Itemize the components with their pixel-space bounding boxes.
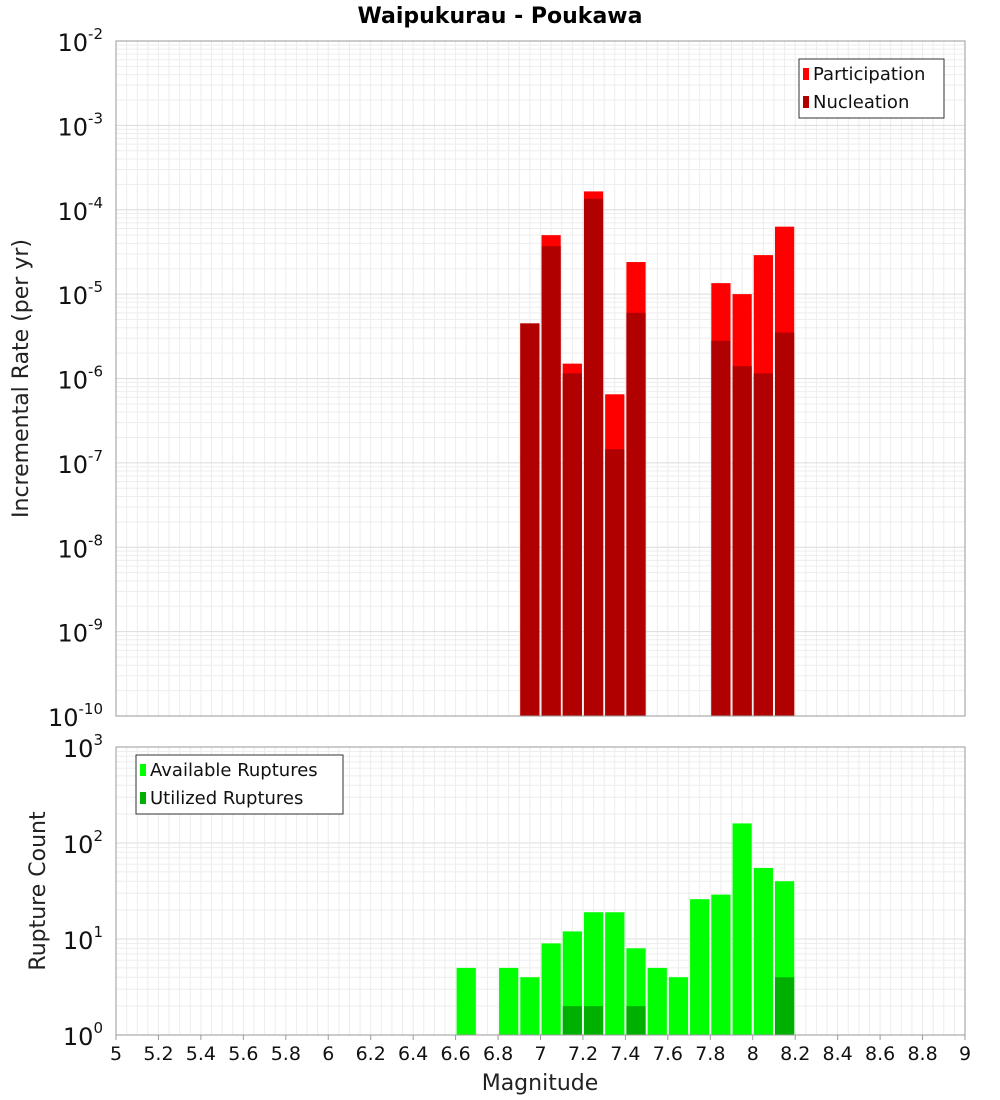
bar-nucleation [520, 323, 540, 716]
x-tick-label: 7.2 [568, 1043, 598, 1065]
x-tick-label: 6.8 [483, 1043, 513, 1065]
x-tick-label: 8.2 [780, 1043, 810, 1065]
legend-box [798, 58, 945, 119]
x-tick-label: 7.4 [610, 1043, 640, 1065]
y-tick-label: 10-8 [57, 531, 103, 563]
legend-label: Available Ruptures [150, 760, 318, 781]
y-tick-label: 10-9 [57, 616, 103, 648]
legend-swatch [803, 68, 809, 80]
bar-nucleation [541, 246, 561, 716]
bar-nucleation [774, 332, 795, 716]
legend-swatch [140, 792, 146, 804]
x-tick-label: 6 [322, 1043, 334, 1065]
y-tick-label: 10-10 [48, 700, 103, 732]
bar-nucleation [711, 340, 731, 716]
bar-available-ruptures [753, 867, 773, 1035]
bar-available-ruptures [647, 967, 667, 1035]
bar-available-ruptures [456, 967, 476, 1035]
bar-available-ruptures [690, 899, 710, 1035]
y-tick-label: 102 [63, 827, 103, 859]
bar-utilized-ruptures [626, 1006, 646, 1035]
bar-available-ruptures [711, 894, 731, 1035]
y-axis-label: Rupture Count [26, 811, 51, 971]
bar-utilized-ruptures [562, 1006, 582, 1035]
bar-nucleation [732, 366, 752, 716]
x-axis-label: Magnitude [482, 1071, 599, 1096]
x-tick-label: 9 [959, 1043, 971, 1065]
x-tick-label: 8 [747, 1043, 759, 1065]
legend-swatch [140, 764, 146, 776]
bar-available-ruptures [605, 912, 625, 1035]
legend-label: Participation [813, 64, 925, 85]
x-tick-label: 5.4 [186, 1043, 216, 1065]
x-tick-label: 5.6 [228, 1043, 258, 1065]
bar-available-ruptures [499, 967, 519, 1035]
legend-label: Utilized Ruptures [150, 788, 303, 809]
bar-nucleation [753, 373, 773, 716]
bar-nucleation [583, 198, 604, 717]
bar-nucleation [626, 312, 646, 716]
plot-border [115, 40, 966, 717]
x-tick-label: 6.2 [356, 1043, 386, 1065]
bar-available-ruptures [541, 943, 561, 1035]
x-tick-label: 6.6 [440, 1043, 470, 1065]
legend-box [135, 754, 344, 815]
x-tick-label: 5.8 [271, 1043, 301, 1065]
y-tick-label: 10-6 [57, 363, 103, 395]
y-tick-label: 10-2 [57, 25, 103, 57]
bar-available-ruptures [732, 823, 752, 1035]
chart-title: Waipukurau - Poukawa [358, 4, 643, 29]
bar-available-ruptures [583, 912, 604, 1035]
x-tick-label: 8.4 [823, 1043, 853, 1065]
bar-available-ruptures [668, 977, 689, 1035]
bar-utilized-ruptures [583, 1006, 604, 1035]
x-tick-label: 7 [534, 1043, 546, 1065]
bar-nucleation [605, 449, 625, 716]
y-tick-label: 10-3 [57, 109, 103, 141]
y-tick-label: 103 [63, 731, 103, 763]
x-tick-label: 8.8 [907, 1043, 937, 1065]
top-panel: 10-10 10-9 10-8 10-7 10-6 10-5 10-4 10-3 10-2 Inc… [9, 25, 966, 732]
bar-utilized-ruptures [774, 977, 795, 1035]
legend-label: Nucleation [813, 92, 909, 113]
y-tick-label: 10-5 [57, 278, 103, 310]
bottom-panel: 100 101 102 103 Rupture Count Available Ruptu… [26, 731, 966, 1051]
x-tick-label: 5.2 [143, 1043, 173, 1065]
y-tick-label: 100 [63, 1019, 103, 1051]
x-tick-label: 7.8 [695, 1043, 725, 1065]
x-tick-label: 8.6 [865, 1043, 895, 1065]
y-tick-label: 101 [63, 923, 103, 955]
x-axis: 5 5.2 5.4 5.6 5.8 6 6.2 6.4 6.6 6.8 7 7.2 7.4 7.6 7.8 8… [110, 1035, 971, 1065]
x-tick-label: 7.6 [653, 1043, 683, 1065]
legend-swatch [803, 96, 809, 108]
x-tick-label: 5 [110, 1043, 122, 1065]
bar-nucleation [562, 373, 582, 716]
y-axis-label: Incremental Rate (per yr) [9, 239, 34, 518]
x-tick-label: 6.4 [398, 1043, 428, 1065]
y-tick-label: 10-7 [57, 447, 103, 479]
bar-available-ruptures [520, 977, 540, 1035]
y-tick-label: 10-4 [57, 194, 103, 226]
